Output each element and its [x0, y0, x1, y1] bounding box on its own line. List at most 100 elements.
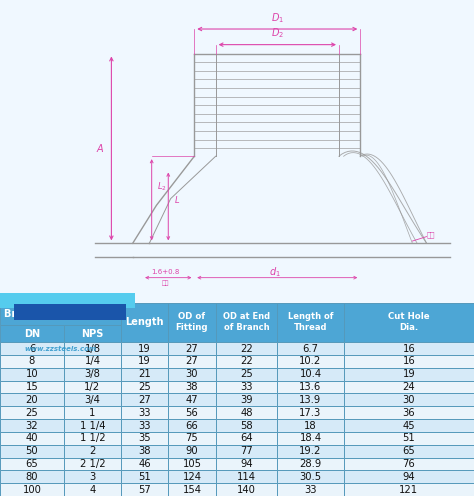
Text: 10.4: 10.4 — [300, 369, 321, 379]
Text: 36: 36 — [402, 408, 415, 418]
Bar — [64, 380, 121, 393]
Text: 25: 25 — [26, 408, 38, 418]
Bar — [216, 445, 277, 457]
Bar — [121, 445, 168, 457]
Bar — [121, 303, 168, 342]
Text: 38: 38 — [186, 382, 198, 392]
Text: 33: 33 — [138, 421, 151, 431]
Text: Branch Nominal Size: Branch Nominal Size — [4, 309, 117, 319]
Bar — [64, 355, 121, 368]
Text: 13.9: 13.9 — [300, 395, 321, 405]
Text: 30.5: 30.5 — [300, 472, 321, 482]
Bar — [277, 342, 344, 355]
Bar — [0, 293, 135, 308]
Text: 30: 30 — [402, 395, 415, 405]
Text: 2 1/2: 2 1/2 — [80, 459, 105, 469]
Bar — [216, 457, 277, 470]
Text: 76: 76 — [402, 459, 415, 469]
Bar — [277, 445, 344, 457]
Text: 3: 3 — [89, 472, 96, 482]
Text: 100: 100 — [23, 485, 41, 495]
Bar — [64, 432, 121, 445]
Bar — [14, 304, 126, 320]
Bar — [344, 470, 474, 483]
Bar — [344, 342, 474, 355]
Text: 51: 51 — [402, 434, 415, 443]
Text: 94: 94 — [402, 472, 415, 482]
Text: 21: 21 — [138, 369, 151, 379]
Bar — [0, 325, 64, 342]
Text: 124: 124 — [182, 472, 201, 482]
Bar — [0, 445, 64, 457]
Text: 66: 66 — [186, 421, 198, 431]
Text: 19: 19 — [138, 357, 151, 367]
Bar — [0, 342, 64, 355]
Text: 56: 56 — [186, 408, 198, 418]
Text: 65: 65 — [402, 446, 415, 456]
Text: 38: 38 — [138, 446, 151, 456]
Bar — [277, 368, 344, 380]
Bar — [344, 483, 474, 496]
Bar — [0, 355, 64, 368]
Text: 20: 20 — [26, 395, 38, 405]
Bar — [64, 457, 121, 470]
Text: 1 1/2: 1 1/2 — [80, 434, 105, 443]
Text: 13.6: 13.6 — [300, 382, 321, 392]
Text: 24: 24 — [402, 382, 415, 392]
Bar — [121, 432, 168, 445]
Bar — [168, 342, 216, 355]
Text: 18: 18 — [304, 421, 317, 431]
Text: 94: 94 — [240, 459, 253, 469]
Bar — [64, 393, 121, 406]
Bar — [0, 483, 64, 496]
Text: 1/8: 1/8 — [84, 344, 100, 354]
Bar — [0, 457, 64, 470]
Text: OD at End
of Branch: OD at End of Branch — [223, 312, 270, 332]
Bar — [216, 368, 277, 380]
Text: 10: 10 — [26, 369, 38, 379]
Bar — [168, 419, 216, 432]
Text: Cut Hole
Dia.: Cut Hole Dia. — [388, 312, 429, 332]
Text: 2: 2 — [89, 446, 96, 456]
Text: $D_2$: $D_2$ — [271, 26, 284, 40]
Text: 45: 45 — [402, 421, 415, 431]
Text: 90: 90 — [186, 446, 198, 456]
Text: 22: 22 — [240, 344, 253, 354]
Text: 1/4: 1/4 — [84, 357, 100, 367]
Bar — [64, 368, 121, 380]
Bar — [344, 303, 474, 342]
Bar — [168, 355, 216, 368]
Text: 19: 19 — [138, 344, 151, 354]
Bar — [344, 445, 474, 457]
Text: Length: Length — [125, 317, 164, 327]
Text: 121: 121 — [399, 485, 419, 495]
Bar — [216, 303, 277, 342]
Bar — [121, 355, 168, 368]
Bar — [216, 483, 277, 496]
Text: 17.3: 17.3 — [300, 408, 321, 418]
Bar — [277, 432, 344, 445]
Bar — [277, 483, 344, 496]
Bar — [277, 355, 344, 368]
Bar — [64, 342, 121, 355]
Text: 51: 51 — [138, 472, 151, 482]
Bar — [168, 445, 216, 457]
Text: 35: 35 — [138, 434, 151, 443]
Bar — [216, 342, 277, 355]
Text: 28.9: 28.9 — [300, 459, 321, 469]
Bar — [277, 303, 344, 342]
Text: 77: 77 — [240, 446, 253, 456]
Text: 40: 40 — [26, 434, 38, 443]
Bar — [168, 393, 216, 406]
Bar — [121, 380, 168, 393]
Bar — [121, 419, 168, 432]
Text: DN: DN — [24, 328, 40, 338]
Text: 65: 65 — [26, 459, 38, 469]
Text: 1.6+0.8: 1.6+0.8 — [152, 269, 180, 275]
Text: 48: 48 — [240, 408, 253, 418]
Bar — [216, 406, 277, 419]
Text: 33: 33 — [240, 382, 253, 392]
Text: $A$: $A$ — [96, 142, 104, 154]
Text: 33: 33 — [138, 408, 151, 418]
Text: 64: 64 — [240, 434, 253, 443]
